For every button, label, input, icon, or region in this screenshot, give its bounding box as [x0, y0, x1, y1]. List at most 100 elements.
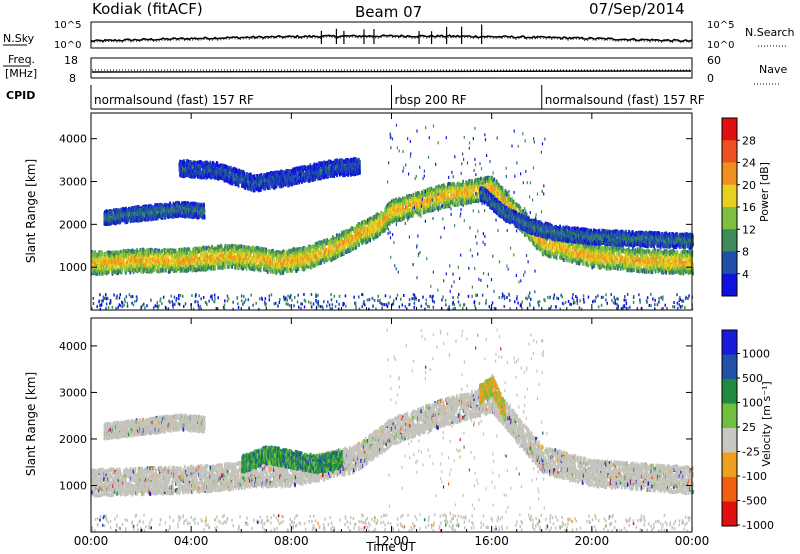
station-title: Kodiak (fitACF) — [92, 0, 203, 18]
heatmap-cell — [106, 251, 108, 255]
heatmap-cell — [118, 261, 120, 265]
heatmap-cell — [163, 268, 165, 272]
heatmap-cell — [332, 235, 334, 239]
heatmap-cell — [508, 194, 510, 198]
heatmap-cell — [447, 193, 449, 197]
heatmap-cell — [191, 253, 193, 257]
heatmap-cell — [350, 248, 352, 252]
heatmap-cell — [449, 182, 451, 186]
heatmap-cell — [147, 257, 149, 261]
heatmap-cell — [176, 267, 178, 271]
heatmap-cell — [316, 251, 318, 255]
heatmap-cell — [112, 270, 114, 274]
cpid-segment-label: normalsound (fast) 157 RF — [545, 93, 705, 107]
heatmap-cell — [431, 187, 433, 191]
heatmap-cell — [464, 200, 466, 204]
heatmap-cell — [373, 237, 375, 241]
heatmap-cell — [167, 265, 169, 269]
heatmap-cell — [387, 222, 389, 226]
cpid-segment-label: rbsp 200 RF — [395, 93, 467, 107]
heatmap-cell — [240, 266, 242, 270]
heatmap-cell — [165, 269, 167, 273]
freq-left-tick-top: 18 — [64, 54, 78, 67]
heatmap-cell — [154, 267, 156, 271]
heatmap-cell — [222, 247, 224, 251]
heatmap-cell — [386, 209, 388, 213]
power-heatmap — [91, 124, 694, 311]
beam-title: Beam 07 — [355, 3, 422, 21]
heatmap-cell — [239, 245, 241, 249]
heatmap-cell — [557, 250, 559, 254]
heatmap-cell — [260, 268, 262, 272]
heatmap-cell — [211, 245, 213, 249]
heatmap-cell — [250, 257, 252, 261]
heatmap-cell — [314, 264, 316, 268]
heatmap-cell — [556, 256, 558, 260]
noise-left-tick-bottom: 10^0 — [54, 40, 81, 51]
noise-left-tick-top: 10^5 — [54, 20, 81, 31]
heatmap-cell — [358, 243, 360, 247]
heatmap-cell — [291, 269, 293, 273]
freq-trace — [92, 71, 691, 72]
heatmap-cell — [409, 199, 411, 203]
heatmap-cell — [377, 234, 379, 238]
heatmap-cell — [276, 250, 278, 254]
heatmap-cell — [279, 251, 281, 255]
heatmap-cell — [516, 202, 518, 206]
heatmap-cell — [469, 179, 471, 183]
heatmap-cell — [348, 244, 350, 248]
freq-panel: Freq. [MHz] 18 8 60 0 Nave — [3, 53, 787, 85]
heatmap-cell — [296, 269, 298, 273]
heatmap-cell — [320, 249, 322, 253]
cpid-segment-label: normalsound (fast) 157 RF — [94, 93, 254, 107]
heatmap-cell — [546, 243, 548, 247]
cpid-panel: CPID normalsound (fast) 157 RF rbsp 200 R… — [6, 85, 705, 109]
freq-left-tick-bottom: 8 — [69, 72, 76, 85]
heatmap-cell — [103, 268, 105, 272]
heatmap-cell — [493, 178, 495, 182]
heatmap-cell — [379, 232, 381, 236]
heatmap-cell — [420, 210, 422, 214]
heatmap-cell — [364, 219, 366, 223]
heatmap-cell — [106, 271, 108, 275]
heatmap-cell — [477, 193, 479, 197]
radar-summary-plot: Kodiak (fitACF) Beam 07 07/Sep/2014 N.Sk… — [0, 0, 800, 554]
heatmap-cell — [427, 197, 429, 201]
heatmap-cell — [284, 267, 286, 271]
cpid-label: CPID — [6, 89, 35, 102]
heatmap-cell — [149, 254, 151, 258]
noise-left-label: N.Sky — [3, 32, 35, 45]
noise-right-tick-bottom: 10^0 — [707, 40, 734, 51]
heatmap-cell — [471, 181, 473, 185]
heatmap-cell — [343, 251, 345, 255]
heatmap-cell — [267, 270, 269, 274]
heatmap-cell — [496, 181, 498, 185]
noise-right-label: N.Search — [745, 26, 795, 39]
heatmap-cell — [450, 186, 452, 190]
heatmap-cell — [174, 268, 176, 272]
heatmap-cell — [146, 259, 148, 263]
heatmap-cell — [261, 263, 263, 267]
heatmap-cell — [138, 253, 140, 257]
heatmap-cell — [107, 266, 109, 270]
heatmap-cell — [161, 249, 163, 253]
freq-panel-frame — [91, 58, 692, 78]
freq-right-tick-top: 60 — [707, 54, 721, 67]
heatmap-cell — [108, 254, 110, 258]
noise-right-tick-top: 10^5 — [707, 20, 734, 31]
noise-panel: N.Sky 10^5 10^0 10^5 10^0 N.Search — [3, 20, 795, 51]
heatmap-cell — [293, 267, 295, 271]
heatmap-cell — [266, 249, 268, 253]
heatmap-cell — [175, 249, 177, 253]
freq-label-line1: Freq. — [8, 53, 35, 66]
freq-label-line2: [MHz] — [5, 67, 37, 80]
heatmap-cell — [282, 271, 284, 275]
heatmap-cell — [310, 245, 312, 249]
heatmap-cell — [280, 271, 282, 275]
heatmap-cell — [502, 188, 504, 192]
heatmap-cell — [123, 258, 125, 262]
freq-right-tick-bottom: 0 — [707, 72, 714, 85]
heatmap-cell — [274, 258, 276, 262]
date-title: 07/Sep/2014 — [589, 0, 685, 18]
